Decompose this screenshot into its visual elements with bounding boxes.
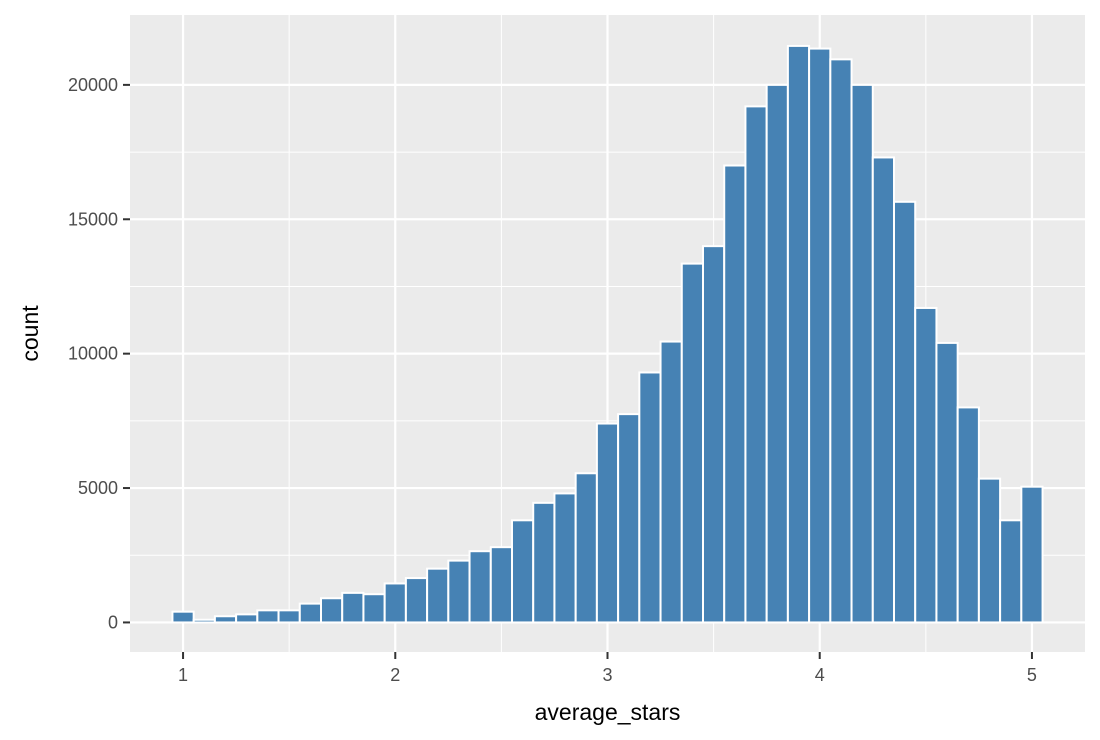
histogram-bar	[744, 105, 768, 624]
histogram-bar	[617, 413, 641, 624]
histogram-bar	[553, 492, 577, 624]
histogram-bar	[808, 47, 832, 624]
histogram-bar	[893, 200, 917, 624]
x-axis-title: average_stars	[535, 699, 681, 725]
histogram-bar	[171, 610, 195, 624]
x-tick-label: 1	[178, 665, 188, 685]
histogram-bar	[702, 245, 726, 624]
histogram-bar	[235, 613, 259, 624]
y-axis-title: count	[17, 305, 43, 362]
histogram-bar	[723, 164, 747, 624]
histogram-bar	[871, 156, 895, 624]
histogram-bar	[404, 577, 429, 624]
histogram-bar	[277, 609, 301, 624]
x-tick-label: 5	[1027, 665, 1037, 685]
histogram-bar	[320, 597, 344, 624]
y-tick-label: 5000	[78, 478, 118, 498]
histogram-bar	[680, 262, 704, 624]
histogram-bar	[786, 44, 811, 624]
y-tick-label: 15000	[68, 209, 118, 229]
y-tick-label: 10000	[68, 344, 118, 364]
histogram-bar	[935, 341, 959, 624]
histogram-bar	[256, 609, 280, 624]
histogram-bar	[192, 618, 216, 624]
histogram-bar	[956, 406, 980, 624]
x-tick-label: 3	[602, 665, 612, 685]
histogram-bar	[659, 340, 683, 624]
histogram-bar	[341, 591, 365, 624]
histogram-bar	[468, 550, 492, 624]
histogram-bar	[298, 602, 322, 624]
histogram-bar	[1020, 485, 1044, 624]
histogram-bar	[829, 58, 853, 624]
histogram-bar	[426, 567, 450, 624]
histogram-bar	[532, 501, 556, 624]
y-tick-label: 20000	[68, 75, 118, 95]
histogram-bar	[914, 306, 938, 624]
histogram-bar	[977, 477, 1002, 624]
y-tick-label: 0	[108, 612, 118, 632]
histogram-bar	[362, 593, 386, 624]
histogram-bar	[850, 83, 874, 624]
x-tick-label: 2	[390, 665, 400, 685]
histogram-bar	[383, 582, 407, 624]
histogram-bar	[574, 472, 598, 624]
y-axis: 0 5000 10000 15000 20000	[68, 75, 130, 632]
histogram-bar	[447, 559, 471, 624]
histogram-bar	[999, 519, 1023, 624]
bars	[171, 44, 1044, 624]
histogram-bar	[595, 422, 620, 624]
histogram-bar	[638, 371, 662, 624]
histogram-bar	[213, 615, 238, 624]
histogram-bar	[489, 546, 513, 624]
x-tick-label: 4	[815, 665, 825, 685]
x-axis: 1 2 3 4 5	[178, 652, 1037, 685]
histogram-bar	[765, 83, 789, 624]
histogram-bar	[511, 519, 535, 624]
